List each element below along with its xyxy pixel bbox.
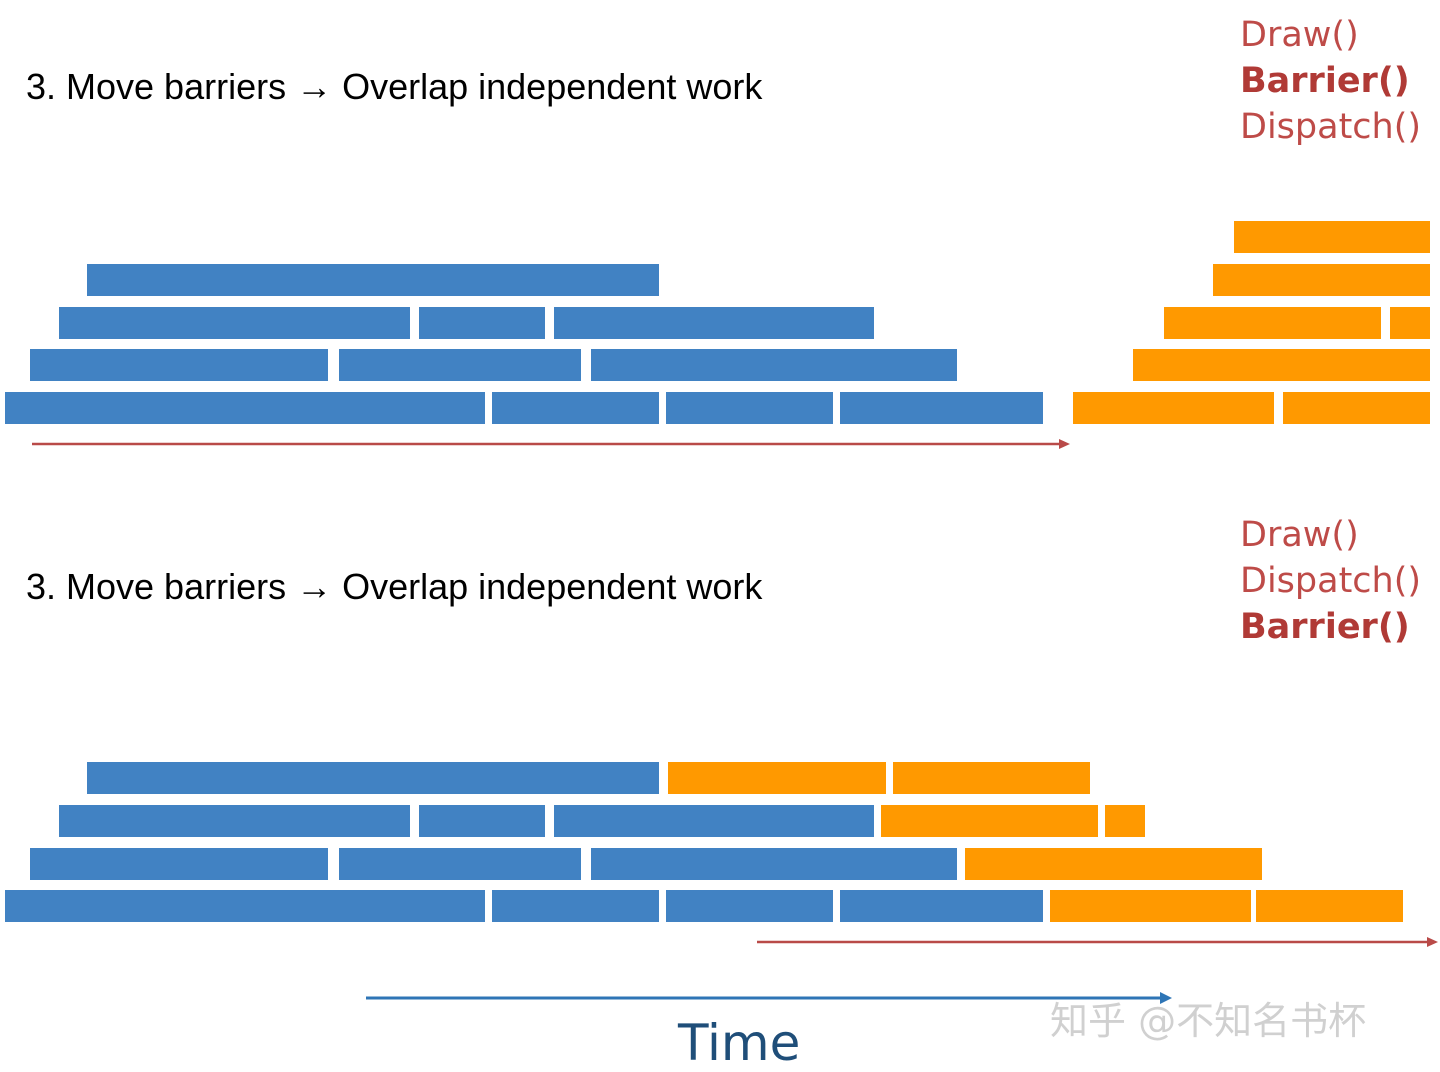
call-barrier: Barrier() <box>1240 61 1410 101</box>
draw-task <box>492 392 659 424</box>
dispatch-task <box>668 762 886 794</box>
draw-task <box>591 848 957 880</box>
draw-task <box>492 890 659 922</box>
watermark: 知乎 @不知名书杯 <box>1050 999 1367 1043</box>
call-draw: Draw() <box>1240 515 1359 555</box>
dispatch-task <box>1213 264 1430 296</box>
draw-task <box>419 307 545 339</box>
dispatch-task <box>1133 349 1430 381</box>
draw-task <box>87 762 659 794</box>
panel-heading: 3. Move barriers → Overlap independent w… <box>26 566 763 607</box>
draw-task <box>59 805 410 837</box>
dispatch-task <box>1283 392 1430 424</box>
dispatch-task <box>1105 805 1145 837</box>
draw-task <box>339 848 581 880</box>
call-draw: Draw() <box>1240 15 1359 55</box>
draw-task <box>5 890 485 922</box>
draw-task <box>30 848 328 880</box>
draw-task <box>30 349 328 381</box>
dispatch-task <box>1050 890 1251 922</box>
draw-task <box>840 890 1043 922</box>
dispatch-task <box>893 762 1090 794</box>
duration-arrow <box>757 937 1438 947</box>
draw-task <box>554 805 874 837</box>
dispatch-task <box>881 805 1098 837</box>
panel-barrier-between: 3. Move barriers → Overlap independent w… <box>0 0 1440 500</box>
draw-task <box>591 349 957 381</box>
draw-task <box>666 392 833 424</box>
dispatch-task <box>1256 890 1403 922</box>
call-barrier: Barrier() <box>1240 607 1410 647</box>
call-dispatch: Dispatch() <box>1240 107 1422 147</box>
dispatch-task <box>1073 392 1274 424</box>
draw-task <box>87 264 659 296</box>
draw-task <box>554 307 874 339</box>
dispatch-task <box>965 848 1262 880</box>
draw-task <box>339 349 581 381</box>
call-sequence: Draw() Barrier() Dispatch() <box>1240 12 1440 150</box>
dispatch-task <box>1390 307 1430 339</box>
call-sequence: Draw() Dispatch() Barrier() <box>1240 512 1440 650</box>
draw-task <box>666 890 833 922</box>
dispatch-task <box>1234 221 1430 253</box>
draw-task <box>419 805 545 837</box>
draw-task <box>59 307 410 339</box>
draw-task <box>5 392 485 424</box>
duration-arrow <box>32 439 1070 449</box>
panel-heading: 3. Move barriers → Overlap independent w… <box>26 66 763 107</box>
draw-task <box>840 392 1043 424</box>
call-dispatch: Dispatch() <box>1240 561 1422 601</box>
time-label: Time <box>678 1014 801 1072</box>
dispatch-task <box>1164 307 1381 339</box>
panel-barrier-after: 3. Move barriers → Overlap independent w… <box>0 500 1440 1000</box>
